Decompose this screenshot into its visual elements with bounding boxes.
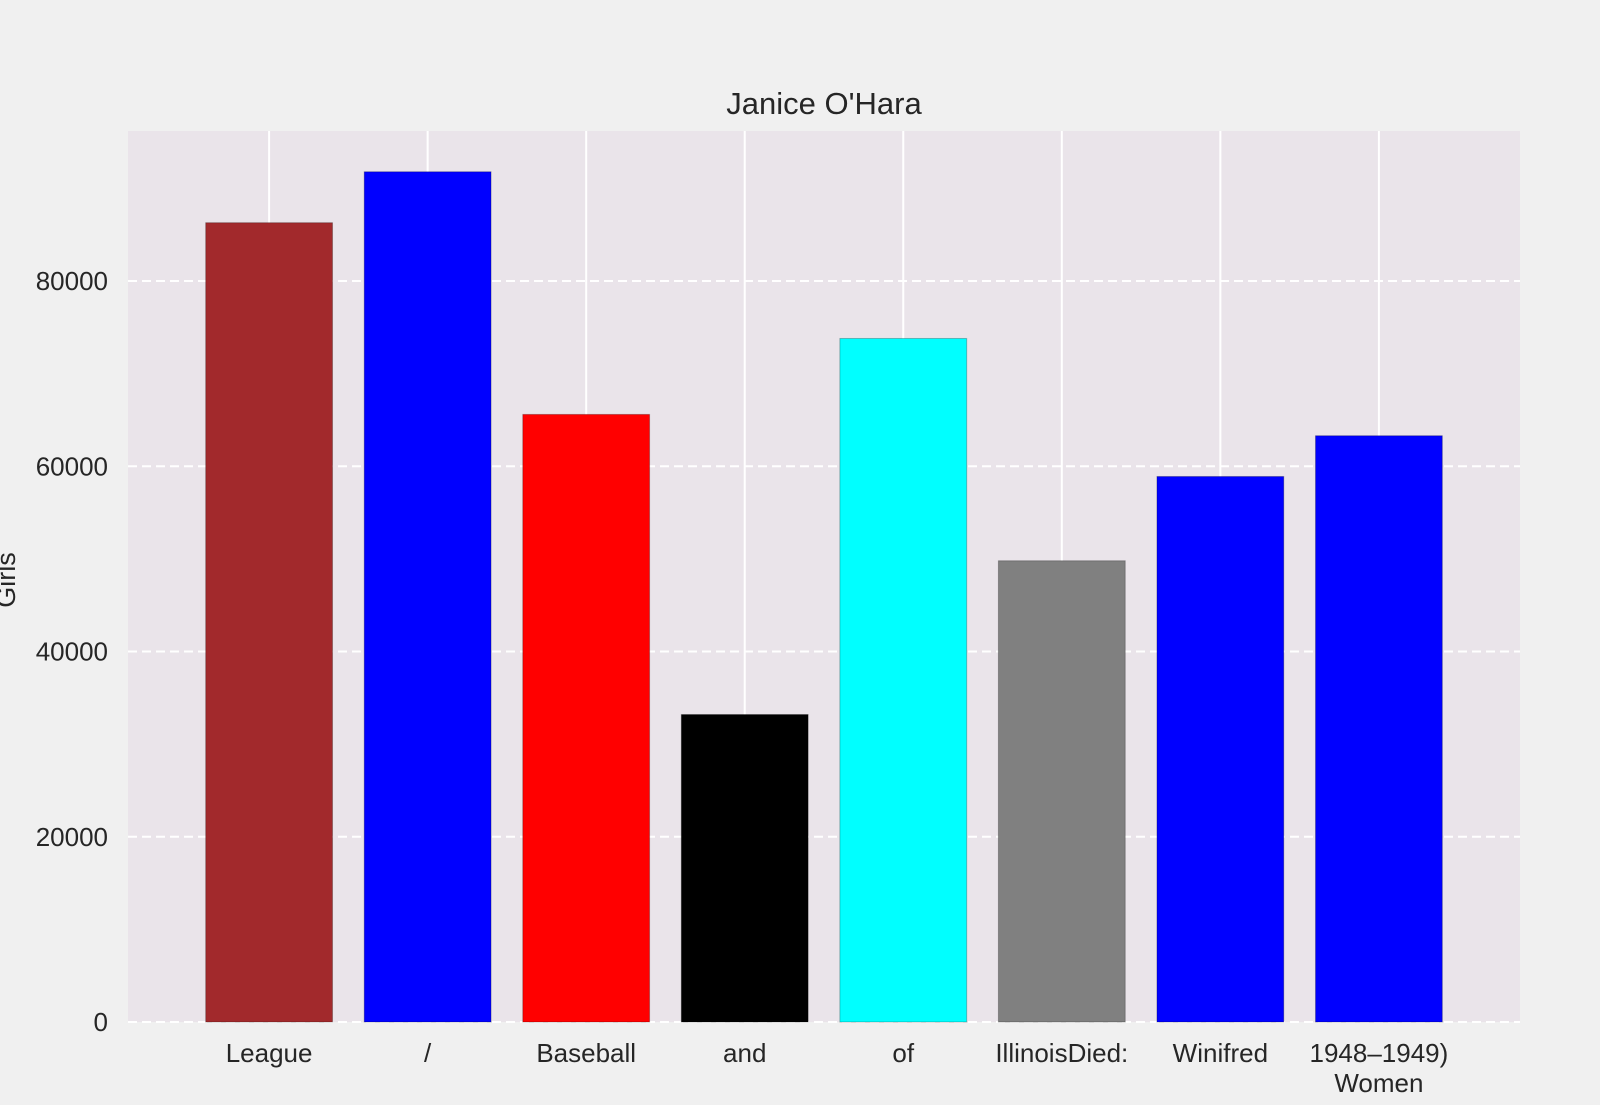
x-tick-label-line: Baseball: [536, 1038, 636, 1068]
x-tick-label-line: Women: [1334, 1068, 1423, 1098]
chart-title: Janice O'Hara: [726, 86, 922, 121]
plot-area: [128, 131, 1520, 1022]
y-tick-label: 80000: [36, 266, 108, 296]
x-tick-label-line: of: [892, 1038, 914, 1068]
y-tick-label: 0: [94, 1007, 108, 1037]
x-tick-label: 1948–1949) Women: [1309, 1038, 1448, 1098]
bar-2: [363, 171, 492, 1023]
x-tick-label-line: and: [723, 1038, 766, 1068]
bar-7: [1156, 475, 1285, 1023]
bar-4: [680, 714, 809, 1023]
x-tick-label: Winifred: [1173, 1038, 1268, 1068]
y-tick-label: 20000: [36, 822, 108, 852]
x-tick-label: of: [892, 1038, 914, 1068]
x-tick-label-line: IllinoisDied:: [995, 1038, 1128, 1068]
y-axis-label: Girls: [0, 552, 21, 608]
bar-3: [522, 413, 651, 1023]
bar-5: [839, 337, 968, 1023]
x-tick-label: IllinoisDied:: [995, 1038, 1128, 1068]
x-tick-label-line: Winifred: [1173, 1038, 1268, 1068]
x-tick-label-line: /: [424, 1038, 432, 1068]
bar-6: [997, 560, 1126, 1023]
x-tick-label-line: 1948–1949): [1309, 1038, 1448, 1068]
x-tick-label: League: [226, 1038, 313, 1068]
y-tick-label: 40000: [36, 637, 108, 667]
y-tick-label: 60000: [36, 451, 108, 481]
x-tick-label-line: League: [226, 1038, 313, 1068]
x-tick-label: Baseball: [536, 1038, 636, 1068]
bar-1: [205, 222, 334, 1023]
x-tick-label: /: [424, 1038, 432, 1068]
x-tick-label: and: [723, 1038, 766, 1068]
bar-8: [1314, 435, 1443, 1023]
